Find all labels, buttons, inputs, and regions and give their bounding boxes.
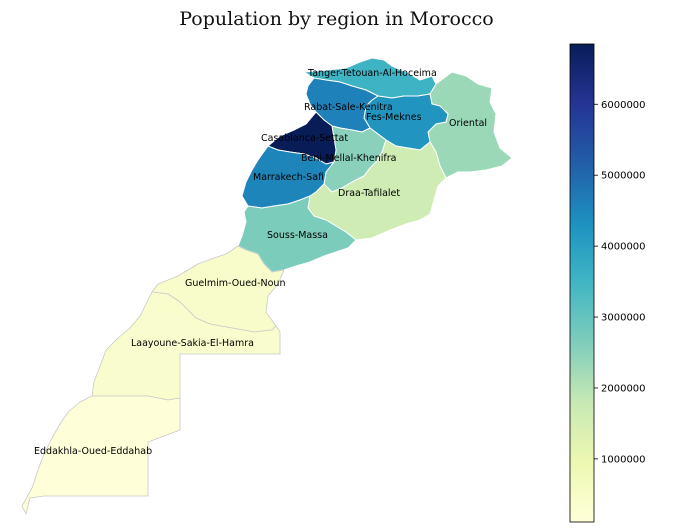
colorbar-tick-label: 3000000	[601, 313, 646, 324]
label-rabat: Rabat-Sale-Kenitra	[304, 102, 393, 113]
label-bml: Beni-Mellal-Khenifra	[301, 153, 397, 164]
label-souss: Souss-Massa	[267, 230, 328, 241]
colorbar-tick-label: 6000000	[601, 100, 646, 111]
colorbar: 1000000 2000000 3000000 4000000 5000000 60000…	[569, 43, 646, 523]
colorbar-tick-label: 5000000	[601, 171, 646, 182]
colorbar-gradient	[569, 43, 595, 523]
label-marrakech: Marrakech-Safi	[253, 172, 324, 183]
map-title: Population by region in Morocco	[179, 8, 494, 30]
colorbar-ticks: 1000000 2000000 3000000 4000000 5000000 60000…	[594, 100, 646, 465]
label-draa: Draa-Tafilalet	[338, 188, 400, 199]
label-dakhla: Eddakhla-Oued-Eddahab	[34, 446, 152, 457]
region-laayoune[interactable]	[91, 291, 281, 401]
region-dakhla[interactable]	[21, 395, 181, 515]
label-oriental: Oriental	[449, 118, 487, 129]
colorbar-tick-label: 1000000	[601, 454, 646, 465]
label-casa: Casablanca-Settat	[261, 133, 348, 144]
colorbar-tick-label: 2000000	[601, 383, 646, 394]
label-laayoune: Laayoune-Sakia-El-Hamra	[131, 338, 254, 349]
regions-layer	[21, 57, 513, 515]
labels-layer: Tanger-Tetouan-Al-Hoceima Rabat-Sale-Ken…	[34, 68, 487, 457]
label-guelmim: Guelmim-Oued-Noun	[185, 278, 285, 289]
colorbar-tick-label: 4000000	[601, 242, 646, 253]
label-tanger: Tanger-Tetouan-Al-Hoceima	[307, 68, 437, 79]
label-fes: Fes-Meknes	[366, 112, 422, 123]
